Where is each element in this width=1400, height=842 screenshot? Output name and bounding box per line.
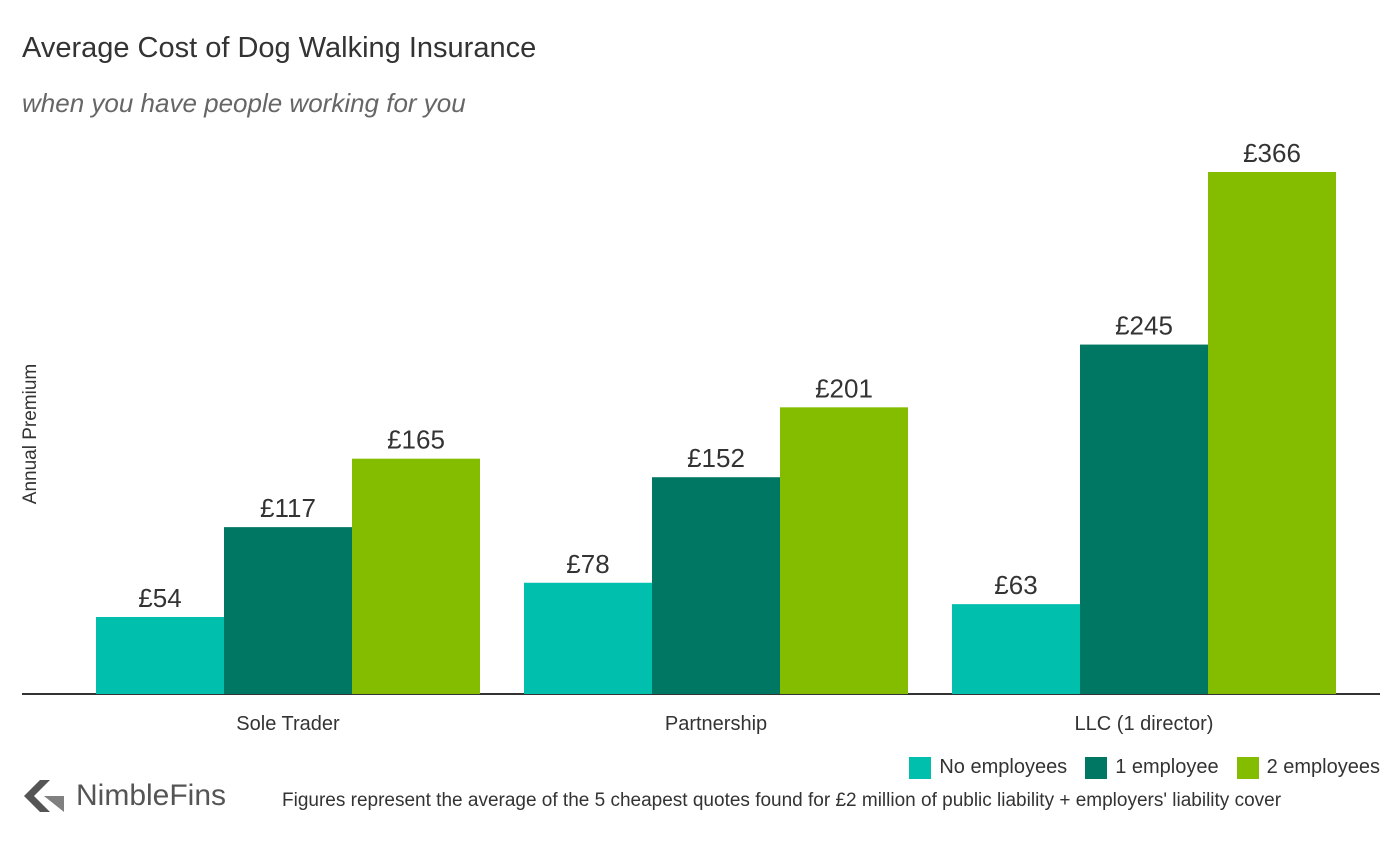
nimblefins-logo-icon bbox=[24, 780, 64, 812]
legend-label: 2 employees bbox=[1266, 756, 1380, 778]
x-tick-label: Sole Trader bbox=[236, 713, 340, 735]
bar-sole-trader-1-employee bbox=[224, 527, 352, 694]
legend-label: 1 employee bbox=[1115, 756, 1219, 778]
bar-sole-trader-no-employees bbox=[96, 616, 224, 694]
legend-item: 2 employees bbox=[1236, 756, 1380, 779]
data-label: £78 bbox=[566, 549, 609, 579]
bar-llc-1-director-no-employees bbox=[952, 604, 1080, 694]
y-axis-label: Annual Premium bbox=[20, 364, 41, 504]
bar-partnership-no-employees bbox=[524, 582, 652, 694]
nimblefins-logo: NimbleFins bbox=[20, 776, 226, 816]
legend-swatch bbox=[909, 756, 932, 779]
x-tick-label: Partnership bbox=[665, 713, 767, 735]
x-tick-label: LLC (1 director) bbox=[1075, 713, 1214, 735]
bar-sole-trader-2-employees bbox=[352, 458, 480, 694]
chart-footnote: Figures represent the average of the 5 c… bbox=[282, 790, 1282, 811]
data-label: £117 bbox=[260, 493, 316, 523]
legend-label: No employees bbox=[939, 756, 1068, 778]
logo-text: NimbleFins bbox=[76, 779, 227, 812]
data-label: £63 bbox=[994, 570, 1037, 600]
data-label: £165 bbox=[387, 425, 445, 455]
bar-partnership-2-employees bbox=[780, 407, 908, 694]
chart-title: Average Cost of Dog Walking Insurance bbox=[22, 32, 537, 64]
data-label: £54 bbox=[138, 583, 181, 613]
chart-legend: No employees 1 employee 2 employees bbox=[909, 756, 1380, 779]
data-label: £366 bbox=[1243, 138, 1301, 168]
legend-swatch bbox=[1085, 756, 1108, 779]
legend-item: 1 employee bbox=[1085, 756, 1219, 779]
data-label: £201 bbox=[815, 373, 873, 403]
data-label: £152 bbox=[687, 443, 745, 473]
bar-chart: £54 £117 £165 Sole Trader £78 £152 £201 Partner… bbox=[20, 138, 1380, 735]
data-label: £245 bbox=[1115, 311, 1173, 341]
bar-partnership-1-employee bbox=[652, 477, 780, 694]
chart-subtitle: when you have people working for you bbox=[22, 88, 466, 118]
legend-item: No employees bbox=[909, 756, 1067, 779]
bar-llc-1-director-2-employees bbox=[1208, 172, 1336, 694]
bar-llc-1-director-1-employee bbox=[1080, 344, 1208, 694]
legend-swatch bbox=[1236, 756, 1259, 779]
